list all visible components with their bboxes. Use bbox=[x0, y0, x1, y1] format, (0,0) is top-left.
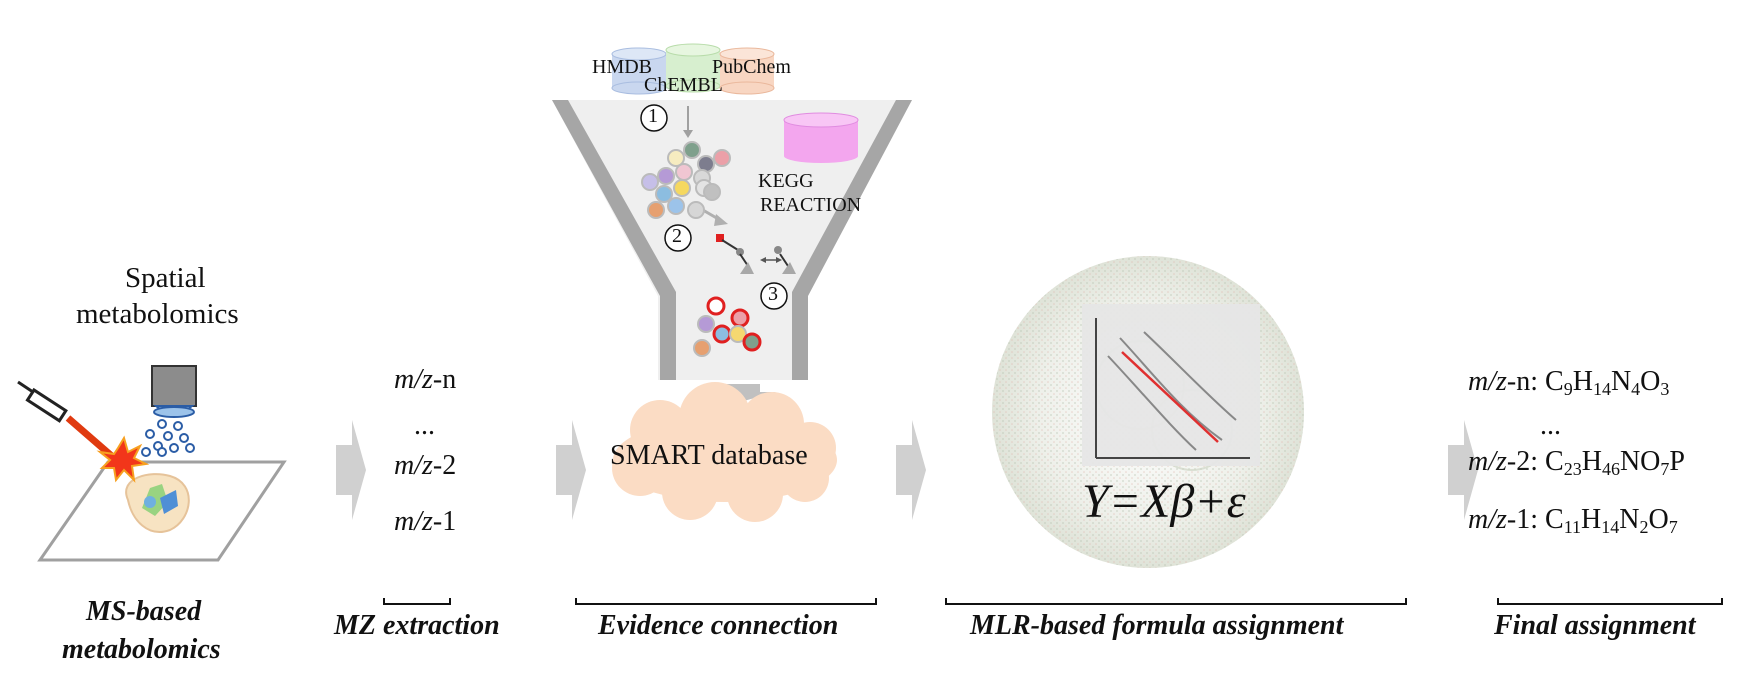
formula-count: 3 bbox=[1660, 379, 1670, 399]
tissue-slide-icon bbox=[37, 460, 287, 562]
chemical-formula: C23H46NO7P bbox=[1545, 446, 1685, 479]
formula-count: 46 bbox=[1601, 459, 1620, 479]
chemical-formula: C11H14N2O7 bbox=[1545, 504, 1678, 537]
formula-element: N bbox=[1619, 504, 1640, 535]
kegg-label-line1: KEGG bbox=[758, 170, 814, 192]
stage4-title: MLR-based formula assignment bbox=[970, 610, 1344, 641]
formula-element: C bbox=[1545, 446, 1564, 477]
molecule-cluster-icon bbox=[641, 141, 731, 219]
formula-count: 4 bbox=[1631, 379, 1641, 399]
formula-element: C bbox=[1545, 504, 1564, 535]
formula-element: O bbox=[1648, 504, 1669, 535]
mlr-equation: Y=Xβ+ε bbox=[1082, 475, 1246, 528]
step-circle bbox=[640, 104, 788, 310]
database-cylinder-icon bbox=[665, 43, 721, 93]
formula-element: O bbox=[1640, 366, 1661, 397]
formula-element: C bbox=[1545, 366, 1564, 397]
mz-item-1: m/z-1 bbox=[394, 506, 457, 537]
database-cylinder-icon bbox=[783, 112, 859, 163]
process-arrow-icon bbox=[336, 420, 366, 520]
formula-count: 7 bbox=[1660, 459, 1670, 479]
db-label-chembl: ChEMBL bbox=[644, 74, 723, 96]
chemical-formula: C9H14N4O3 bbox=[1545, 366, 1670, 399]
formula-element: H bbox=[1581, 446, 1602, 477]
formula-count: 7 bbox=[1668, 517, 1678, 537]
molecule-cluster-icon bbox=[693, 296, 762, 357]
formula-element: N bbox=[1610, 366, 1632, 397]
cloud-icon bbox=[612, 382, 837, 522]
database-cylinder-icon bbox=[611, 47, 667, 95]
mz-item-n: m/z-n bbox=[394, 364, 457, 395]
formula-element: NO bbox=[1619, 446, 1661, 477]
stage5-title: Final assignment bbox=[1494, 610, 1696, 641]
process-arrow-icon bbox=[1448, 420, 1478, 520]
db-label-pubchem: PubChem bbox=[712, 56, 791, 78]
reaction-icon bbox=[716, 234, 796, 274]
formula-element: P bbox=[1669, 446, 1685, 477]
step-2-label: 2 bbox=[672, 225, 682, 247]
assignment-row-1: m/z-1: C11H14N2O7 bbox=[1468, 504, 1678, 537]
step-1-label: 1 bbox=[648, 105, 658, 127]
formula-element: H bbox=[1581, 504, 1602, 535]
process-arrow-icon bbox=[556, 420, 586, 520]
stage1-heading-line2: metabolomics bbox=[76, 298, 239, 330]
regression-plot-icon bbox=[1082, 304, 1260, 466]
mz-item-ellipsis: ... bbox=[414, 410, 435, 441]
syringe-icon bbox=[17, 380, 68, 423]
stage1-title-line1: MS-based bbox=[86, 596, 202, 627]
step-3-label: 3 bbox=[768, 283, 778, 305]
db-label-hmdb: HMDB bbox=[592, 56, 653, 78]
database-cylinder-icon bbox=[719, 47, 775, 95]
kegg-label-line2: REACTION bbox=[760, 194, 862, 216]
formula-element: H bbox=[1572, 366, 1593, 397]
stage1-title-line2: metabolomics bbox=[62, 634, 221, 665]
microscope-objective-icon bbox=[141, 365, 197, 457]
smart-database-label: SMART database bbox=[610, 440, 808, 471]
formula-count: 14 bbox=[1592, 379, 1611, 399]
formula-count: 14 bbox=[1601, 517, 1620, 537]
assignment-row-ellipsis: ... bbox=[1540, 410, 1561, 441]
formula-count: 23 bbox=[1563, 459, 1582, 479]
mz-item-2: m/z-2 bbox=[394, 450, 457, 481]
laser-beam-icon bbox=[65, 415, 150, 483]
assignment-row-n: m/z-n: C9H14N4O3 bbox=[1468, 366, 1670, 399]
formula-count: 11 bbox=[1563, 517, 1582, 537]
stage1-heading-line1: Spatial bbox=[125, 262, 206, 294]
formula-count: 2 bbox=[1639, 517, 1649, 537]
formula-count: 9 bbox=[1563, 379, 1573, 399]
stage3-title: Evidence connection bbox=[598, 610, 839, 641]
assignment-row-2: m/z-2: C23H46NO7P bbox=[1468, 446, 1685, 479]
stage2-title: MZ extraction bbox=[334, 610, 500, 641]
process-arrow-icon bbox=[896, 420, 926, 520]
